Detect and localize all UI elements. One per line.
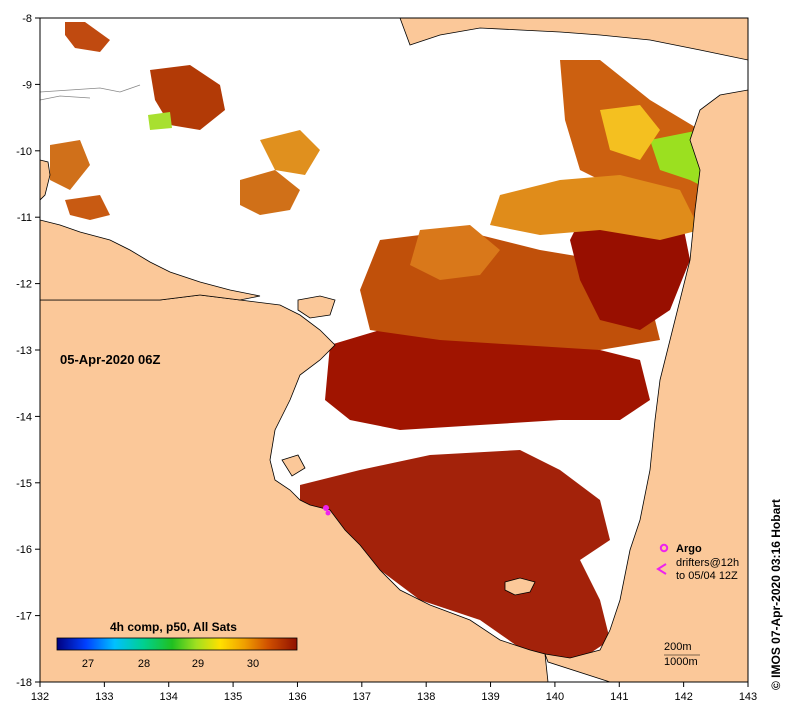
drifter-legend-icon [656, 563, 667, 575]
colorbar-title: 4h comp, p50, All Sats [110, 620, 237, 634]
sst-north-band [490, 175, 700, 240]
y-tick-label: -10 [16, 146, 32, 158]
isobath-1000 [40, 95, 91, 101]
land [40, 18, 748, 682]
colorbar-label: 28 [138, 658, 150, 670]
sst-west-left [50, 140, 90, 190]
sst-gulf-south [300, 450, 610, 660]
y-tick-label: -12 [16, 279, 32, 291]
x-tick-label: 135 [224, 691, 242, 703]
isobath-200 [40, 84, 141, 93]
land-west-edge [40, 159, 51, 201]
x-tick-label: 138 [417, 691, 435, 703]
colorbar: 4h comp, p50, All Sats 27 28 29 30 [56, 620, 298, 670]
land-mornington [504, 577, 536, 596]
x-tick-label: 143 [739, 691, 757, 703]
y-tick-label: -17 [16, 611, 32, 623]
isobaths [40, 84, 141, 101]
x-tick-label: 133 [95, 691, 113, 703]
sst-west-green [148, 112, 172, 130]
colorbar-label: 27 [82, 658, 94, 670]
drifters-legend-label: drifters@12h [676, 557, 739, 569]
argo-float[interactable] [323, 505, 329, 511]
x-tick-label: 134 [160, 691, 178, 703]
sst-southern-gulf [325, 330, 650, 430]
isobath-200-label: 200m [664, 641, 692, 653]
land-wellesley [281, 454, 306, 477]
y-tick-label: -14 [16, 411, 32, 423]
sst-west-top-small [65, 22, 110, 52]
land-cape-york [544, 89, 748, 682]
colorbar-gradient [56, 637, 298, 651]
sst-north-yellow [600, 105, 660, 160]
argo-float[interactable] [325, 510, 331, 516]
land-wessel [40, 219, 261, 301]
sst-central-light [410, 225, 500, 280]
x-tick-label: 140 [546, 691, 564, 703]
y-tick-label: -13 [16, 345, 32, 357]
argo-legend-label: Argo [676, 543, 702, 555]
x-tick-label: 136 [288, 691, 306, 703]
sst-west-small [65, 195, 110, 220]
x-axis: 132 133 134 135 136 137 138 139 140 141 142 143 [31, 682, 757, 703]
colorbar-label: 29 [192, 658, 204, 670]
x-tick-label: 137 [353, 691, 371, 703]
credit-label: © IMOS 07-Apr-2020 03:16 Hobart [769, 499, 783, 690]
y-tick-label: -8 [22, 13, 32, 25]
legend: Argo drifters@12h to 05/04 12Z 200m 1000… [656, 543, 739, 668]
argo-floats [323, 505, 331, 516]
y-tick-label: -15 [16, 478, 32, 490]
argo-legend-icon [659, 543, 669, 553]
drifters-legend-date: to 05/04 12Z [676, 570, 738, 582]
x-tick-label: 132 [31, 691, 49, 703]
y-tick-label: -16 [16, 544, 32, 556]
sst-west-mid [240, 170, 300, 215]
sst-mid-north [260, 130, 320, 175]
land-arnhem [40, 294, 549, 682]
land-png [399, 18, 748, 61]
x-tick-label: 141 [610, 691, 628, 703]
y-tick-label: -9 [22, 79, 32, 91]
x-tick-label: 139 [481, 691, 499, 703]
y-tick-label: -11 [17, 212, 32, 224]
colorbar-label: 30 [247, 658, 259, 670]
y-tick-label: -18 [16, 677, 32, 689]
land-groote [297, 295, 336, 319]
y-axis: -8 -9 -10 -11 -12 -13 -14 -15 -16 -17 -18 [16, 13, 40, 689]
date-label: 05-Apr-2020 06Z [60, 352, 160, 367]
isobath-1000-label: 1000m [664, 656, 698, 668]
x-tick-label: 142 [674, 691, 692, 703]
